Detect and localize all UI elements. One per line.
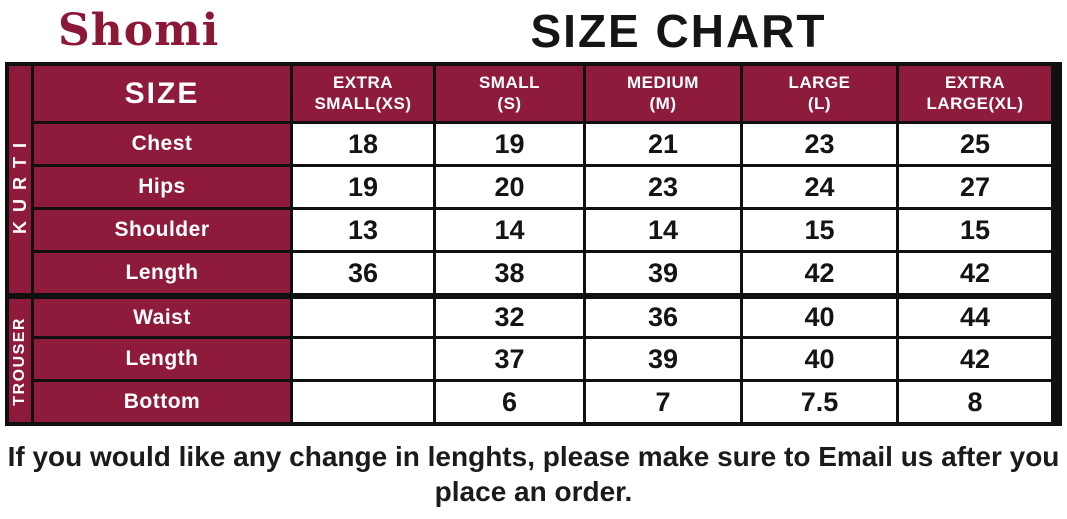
value-hips-l: 24 (743, 167, 896, 207)
value-hips-xl: 27 (899, 167, 1051, 207)
footer-note-line1: If you would like any change in lenghts,… (7, 441, 1060, 472)
trouser-section-strip: TROUSER (9, 296, 31, 422)
value-shoulder-xs: 13 (293, 210, 433, 250)
row-label-shoulder: Shoulder (34, 210, 290, 250)
value-bottom-xl: 8 (899, 382, 1051, 422)
value-waist-xs (293, 296, 433, 336)
column-header-s: SMALL (S) (436, 66, 583, 121)
value-waist-l: 40 (743, 296, 896, 336)
value-trouser-length-xs (293, 339, 433, 379)
row-label-kurti-length: Length (34, 253, 290, 293)
footer-note-line2: place an order. (434, 476, 633, 507)
value-trouser-length-m: 39 (586, 339, 740, 379)
value-trouser-length-s: 37 (436, 339, 583, 379)
row-label-trouser-length: Length (34, 339, 290, 379)
value-waist-m: 36 (586, 296, 740, 336)
value-chest-s: 19 (436, 124, 583, 164)
value-shoulder-l: 15 (743, 210, 896, 250)
value-waist-s: 32 (436, 296, 583, 336)
value-waist-xl: 44 (899, 296, 1051, 336)
value-kurti-length-m: 39 (586, 253, 740, 293)
column-header-m: MEDIUM (M) (586, 66, 740, 121)
brand-logo-wrap: Shomi (0, 0, 290, 62)
size-corner-header: SIZE (34, 66, 290, 121)
column-header-xs: EXTRA SMALL(XS) (293, 66, 433, 121)
size-chart-table: KURTI SIZE EXTRA SMALL(XS) SMALL (S) MED… (5, 62, 1062, 426)
value-bottom-m: 7 (586, 382, 740, 422)
value-shoulder-xl: 15 (899, 210, 1051, 250)
value-chest-l: 23 (743, 124, 896, 164)
value-trouser-length-l: 40 (743, 339, 896, 379)
value-kurti-length-l: 42 (743, 253, 896, 293)
kurti-section-label: KURTI (9, 134, 30, 234)
row-label-hips: Hips (34, 167, 290, 207)
value-bottom-xs (293, 382, 433, 422)
trouser-section-label: TROUSER (11, 316, 28, 406)
value-hips-s: 20 (436, 167, 583, 207)
value-kurti-length-xs: 36 (293, 253, 433, 293)
value-bottom-l: 7.5 (743, 382, 896, 422)
value-chest-xs: 18 (293, 124, 433, 164)
footer-note: If you would like any change in lenghts,… (0, 439, 1067, 509)
column-header-l: LARGE (L) (743, 66, 896, 121)
row-label-bottom: Bottom (34, 382, 290, 422)
value-chest-xl: 25 (899, 124, 1051, 164)
value-shoulder-m: 14 (586, 210, 740, 250)
value-kurti-length-s: 38 (436, 253, 583, 293)
kurti-section-strip: KURTI (9, 66, 31, 293)
value-chest-m: 21 (586, 124, 740, 164)
page-title: SIZE CHART (530, 5, 827, 57)
header-bar: Shomi SIZE CHART (0, 0, 1067, 62)
column-header-xl: EXTRA LARGE(XL) (899, 66, 1051, 121)
row-label-chest: Chest (34, 124, 290, 164)
value-hips-xs: 19 (293, 167, 433, 207)
brand-logo: Shomi (58, 5, 220, 56)
value-hips-m: 23 (586, 167, 740, 207)
value-shoulder-s: 14 (436, 210, 583, 250)
row-label-waist: Waist (34, 296, 290, 336)
value-trouser-length-xl: 42 (899, 339, 1051, 379)
value-kurti-length-xl: 42 (899, 253, 1051, 293)
value-bottom-s: 6 (436, 382, 583, 422)
